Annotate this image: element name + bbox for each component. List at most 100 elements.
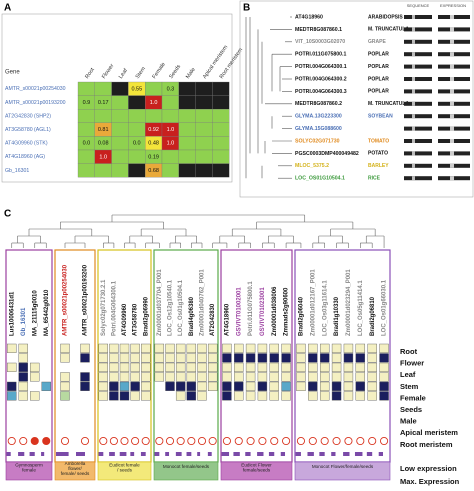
cell-value: 0.19 bbox=[148, 154, 159, 160]
expression-cell bbox=[175, 343, 186, 353]
expression-gap bbox=[450, 15, 454, 19]
low-expression bbox=[60, 436, 70, 446]
species-name: BARLEY bbox=[368, 163, 389, 169]
max-expression bbox=[154, 452, 160, 456]
max-expression bbox=[56, 452, 69, 456]
expression-cell bbox=[234, 372, 244, 382]
heat-cell bbox=[178, 122, 196, 137]
expression-cell bbox=[80, 372, 90, 382]
expression-cell bbox=[281, 343, 291, 353]
expression-cell bbox=[140, 381, 151, 391]
group-label-box bbox=[294, 461, 391, 481]
expression-cell bbox=[245, 343, 256, 353]
low-expression bbox=[234, 436, 243, 446]
low-expression bbox=[187, 436, 196, 446]
leaf-name: PGSC0003DMP400049482 bbox=[295, 151, 359, 157]
expression-cell bbox=[343, 381, 354, 391]
heat-cell bbox=[212, 81, 230, 96]
expression-cell bbox=[119, 372, 130, 382]
cell-value: 0.9 bbox=[83, 100, 91, 106]
max-expression bbox=[109, 452, 115, 456]
max-expression bbox=[331, 452, 336, 456]
group-label: Amborella bbox=[65, 461, 86, 466]
gene-name: AT2G42830 (SHP2) bbox=[5, 113, 51, 119]
sequence-bar bbox=[404, 126, 432, 131]
cell-value: 0.48 bbox=[148, 141, 159, 147]
expression-cell bbox=[331, 343, 342, 353]
expression-cell bbox=[154, 372, 165, 382]
expression-gap bbox=[450, 151, 454, 156]
sequence-bar bbox=[404, 114, 432, 119]
low-expression bbox=[176, 436, 185, 446]
expression-cell bbox=[207, 343, 218, 353]
expression-cell bbox=[234, 391, 244, 401]
expression-cell bbox=[7, 391, 17, 401]
heat-cell bbox=[145, 109, 163, 123]
sequence-bar bbox=[404, 163, 432, 168]
expression-cell bbox=[234, 381, 244, 391]
expression-cell bbox=[140, 372, 151, 382]
leaf-name: LOC_OS01G10504.1 bbox=[295, 176, 345, 182]
heat-cell bbox=[111, 163, 129, 178]
expression-cell bbox=[343, 343, 354, 353]
heat-cell bbox=[111, 81, 129, 96]
cell-value: 0.3 bbox=[167, 86, 175, 92]
expression-cell bbox=[331, 391, 342, 401]
expression-cell bbox=[281, 381, 291, 391]
low-expression bbox=[208, 436, 217, 446]
low-expression bbox=[308, 436, 317, 446]
low-expression bbox=[344, 436, 353, 446]
expression-cell bbox=[331, 353, 342, 363]
heat-cell bbox=[212, 149, 230, 164]
cell-value: 0.0 bbox=[83, 141, 91, 147]
expression-cell bbox=[109, 372, 119, 382]
group-label-box bbox=[220, 461, 293, 481]
expression-cell bbox=[367, 372, 377, 382]
expression-gap bbox=[450, 101, 454, 106]
max-expression bbox=[186, 452, 192, 456]
row-label: Male bbox=[400, 417, 417, 426]
gene-name: AMTR_s00021p00193200 bbox=[5, 100, 66, 106]
max-expression bbox=[378, 452, 383, 456]
row-label: Leaf bbox=[400, 370, 416, 379]
expression-cell bbox=[98, 353, 109, 363]
group-label: flower/ bbox=[68, 466, 82, 471]
expression-cell bbox=[379, 391, 389, 401]
heat-cell bbox=[145, 81, 163, 96]
expression-cell bbox=[175, 381, 186, 391]
expression-cell bbox=[296, 343, 306, 353]
expression-cell bbox=[7, 343, 17, 353]
heat-cell bbox=[77, 122, 95, 137]
expression-cell bbox=[234, 362, 244, 372]
max-expression bbox=[343, 452, 350, 456]
expression-cell bbox=[98, 362, 109, 372]
sequence-gap bbox=[412, 64, 415, 69]
expression-cell bbox=[319, 343, 330, 353]
expression-cell bbox=[30, 362, 40, 372]
leaf-name: POTRI.004G064300.1 bbox=[295, 64, 347, 70]
species-name: RICE bbox=[368, 176, 381, 182]
expression-cell bbox=[18, 353, 28, 363]
gene-label: MA_65442g0010 bbox=[44, 289, 50, 336]
species-name: POPLAR bbox=[368, 76, 389, 82]
gene-label: Zm00001d040762_P001 bbox=[200, 269, 206, 336]
expression-cell bbox=[308, 381, 318, 391]
panel-frame bbox=[1, 13, 233, 183]
group-label: Gymnosperm bbox=[15, 463, 43, 468]
heat-cell bbox=[178, 163, 196, 178]
sequence-gap bbox=[412, 77, 415, 81]
heat-cell bbox=[94, 163, 112, 178]
sequence-bar bbox=[404, 15, 432, 19]
max-expression bbox=[165, 452, 170, 456]
gene-label: LOC_Os12g10540.1 bbox=[168, 279, 174, 336]
expression-cell bbox=[60, 353, 70, 363]
expression-cell bbox=[343, 353, 354, 363]
expression-cell bbox=[197, 343, 207, 353]
expression-cell bbox=[60, 381, 70, 391]
sequence-bar bbox=[404, 139, 432, 143]
leaf-name: AT4G18960 bbox=[295, 14, 323, 20]
sequence-gap bbox=[412, 89, 415, 94]
expression-cell bbox=[175, 362, 186, 372]
low-expression bbox=[368, 436, 377, 446]
species-name: SOYBEAN bbox=[368, 114, 393, 120]
